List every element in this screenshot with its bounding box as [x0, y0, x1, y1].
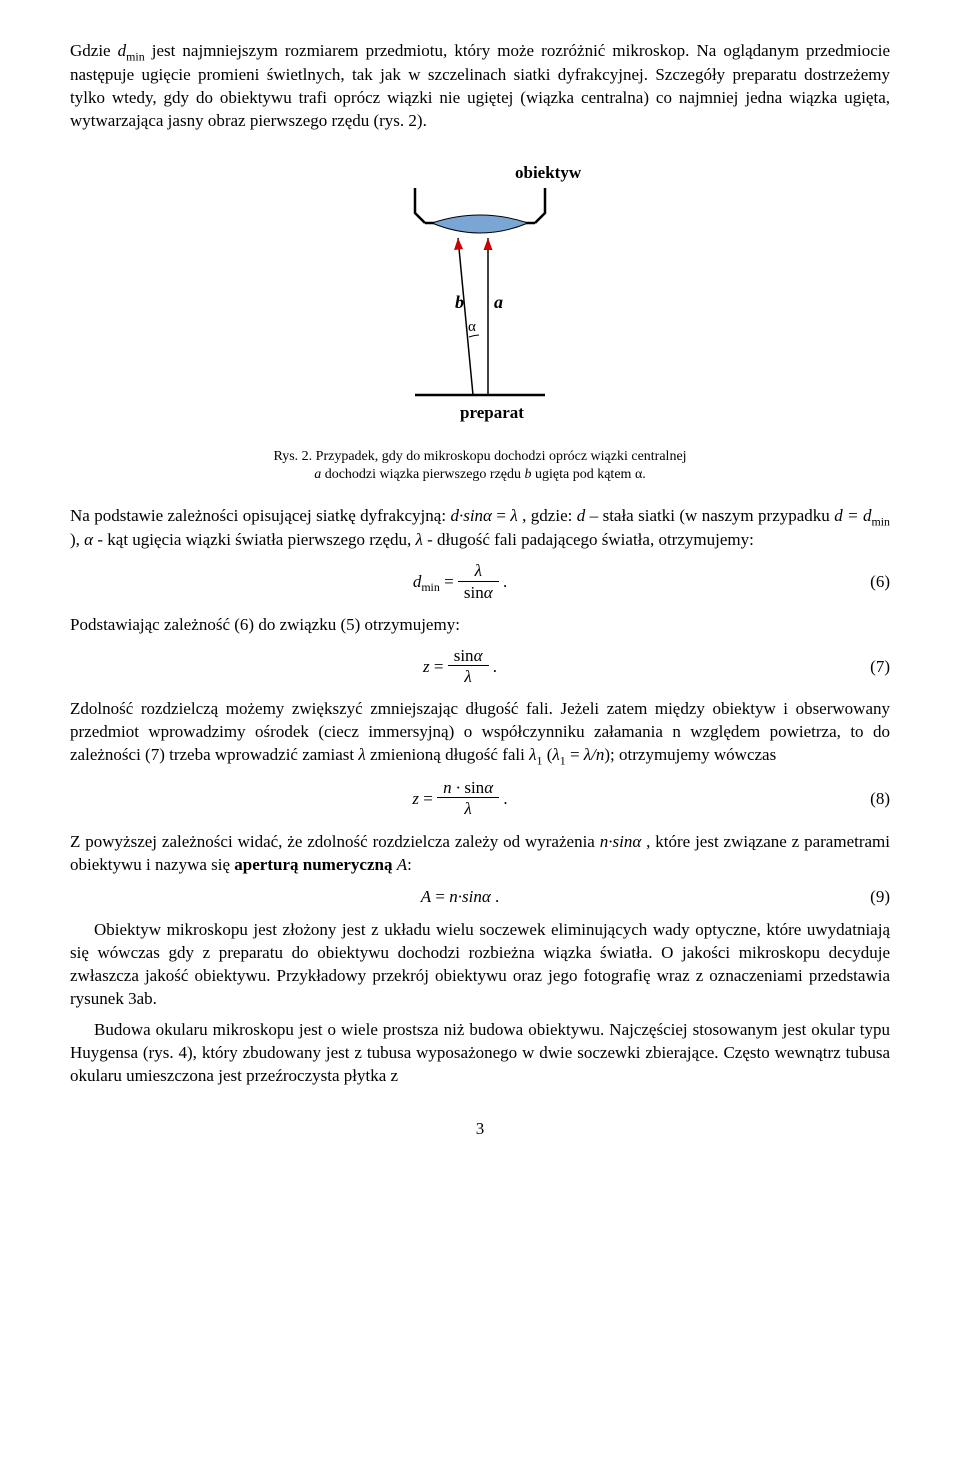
- d-var: d: [577, 506, 586, 525]
- lambda-over-n: λ/n: [584, 745, 605, 764]
- sub-min: min: [871, 514, 890, 528]
- text: =: [566, 745, 584, 764]
- lambda1b: λ: [552, 745, 559, 764]
- eq8-num-n: n ·: [443, 778, 464, 797]
- ray-a-label: a: [494, 292, 503, 312]
- eq9-number: (9): [850, 886, 890, 909]
- sub-min: min: [126, 49, 145, 63]
- caption-text: dochodzi wiązka pierwszego rzędu: [321, 467, 524, 482]
- text: Gdzie: [70, 41, 118, 60]
- text: =: [492, 506, 510, 525]
- caption-text: Rys. 2. Przypadek, gdy do mikroskopu doc…: [273, 449, 686, 464]
- eq7-tail: .: [493, 656, 497, 675]
- eq7-lhs: z: [423, 656, 430, 675]
- angle-label: α: [468, 319, 476, 335]
- paragraph-6: Obiektyw mikroskopu jest złożony jest z …: [70, 919, 890, 1011]
- expr-nsina: n·sinα: [600, 832, 642, 851]
- alpha-var: α: [84, 530, 93, 549]
- A-var: A: [397, 855, 407, 874]
- eq8-lhs: z: [412, 789, 419, 808]
- eq6-num: λ: [475, 561, 482, 580]
- eq9-A: A: [421, 887, 431, 906]
- lambda: λ: [358, 745, 365, 764]
- eq6-number: (6): [850, 571, 890, 594]
- lambda: λ: [510, 506, 517, 525]
- document-page: Gdzie dmin jest najmniejszym rozmiarem p…: [0, 0, 960, 1181]
- page-number: 3: [70, 1118, 890, 1141]
- preparat-label: preparat: [460, 403, 524, 422]
- eq7-num-sin: sin: [454, 646, 474, 665]
- paragraph-7: Budowa okularu mikroskopu jest o wiele p…: [70, 1019, 890, 1088]
- eq8-num-alpha: α: [484, 778, 493, 797]
- eq6-den-alpha: α: [484, 583, 493, 602]
- text: – stała siatki (w naszym przypadku: [585, 506, 834, 525]
- text: - kąt ugięcia wiązki światła pierwszego …: [93, 530, 415, 549]
- eq6-fraction: λ sinα: [458, 562, 499, 604]
- eq9-nsina: n·sinα: [449, 887, 491, 906]
- paragraph-2: Na podstawie zależności opisującej siatk…: [70, 505, 890, 552]
- text: ); otrzymujemy wówczas: [604, 745, 776, 764]
- text: , gdzie:: [518, 506, 577, 525]
- equation-6: dmin = λ sinα . (6): [70, 562, 890, 604]
- paragraph-4: Zdolność rozdzielczą możemy zwiększyć zm…: [70, 698, 890, 768]
- paragraph-3: Podstawiając zależność (6) do związku (5…: [70, 614, 890, 637]
- var-d: d: [118, 41, 127, 60]
- eq8-fraction: n · sinα λ: [437, 779, 499, 821]
- text: Podstawiając zależność (6) do związku (5…: [70, 615, 460, 634]
- lambda-var: λ: [416, 530, 423, 549]
- text: jest najmniejszym rozmiarem przedmiotu, …: [70, 41, 890, 130]
- eq6-equals: =: [444, 572, 458, 591]
- d-eq-dmin: d = d: [834, 506, 871, 525]
- eq8-number: (8): [850, 788, 890, 811]
- angle-arc: [469, 335, 479, 337]
- caption-b-var: b: [525, 467, 532, 482]
- paragraph-5: Z powyższej zależności widać, że zdolnoś…: [70, 831, 890, 877]
- eq7-equals: =: [434, 656, 448, 675]
- caption-text: ugięta pod kątem: [532, 467, 635, 482]
- diagram-svg: obiektyw b a α preparat: [360, 163, 600, 423]
- figure-2: obiektyw b a α preparat Rys. 2. Przypade: [70, 163, 890, 484]
- text: (: [542, 745, 552, 764]
- text: Obiektyw mikroskopu jest złożony jest z …: [70, 920, 890, 1008]
- text: ),: [70, 530, 84, 549]
- text: :: [407, 855, 412, 874]
- eq8-num-sin: sin: [464, 778, 484, 797]
- equation-7: z = sinα λ . (7): [70, 647, 890, 689]
- text: - długość fali padającego światła, otrzy…: [423, 530, 754, 549]
- eq7-number: (7): [850, 656, 890, 679]
- eq9-eq: =: [431, 887, 449, 906]
- text: Z powyższej zależności widać, że zdolnoś…: [70, 832, 600, 851]
- obiektyw-label: obiektyw: [515, 163, 582, 182]
- ray-b-line: [458, 238, 473, 395]
- eq6-lhs-sub: min: [421, 580, 440, 594]
- text: Na podstawie zależności opisującej siatk…: [70, 506, 450, 525]
- eq6-den-sin: sin: [464, 583, 484, 602]
- ray-b-label: b: [455, 292, 464, 312]
- paragraph-1: Gdzie dmin jest najmniejszym rozmiarem p…: [70, 40, 890, 133]
- equation-8: z = n · sinα λ . (8): [70, 779, 890, 821]
- figure-2-caption: Rys. 2. Przypadek, gdy do mikroskopu doc…: [180, 448, 780, 484]
- bold-apertura: aperturą numeryczną: [234, 855, 392, 874]
- eq8-equals: =: [423, 789, 437, 808]
- text: Budowa okularu mikroskopu jest o wiele p…: [70, 1020, 890, 1085]
- expr-dsina: d·sinα: [450, 506, 492, 525]
- ray-a-arrow: [484, 238, 493, 250]
- eq9-tail: .: [491, 887, 500, 906]
- eq7-num-alpha: α: [474, 646, 483, 665]
- equation-9: A = n·sinα . (9): [70, 886, 890, 909]
- eq8-den: λ: [464, 799, 471, 818]
- eq7-fraction: sinα λ: [448, 647, 489, 689]
- eq7-den: λ: [464, 667, 471, 686]
- text: zmienioną długość fali: [366, 745, 529, 764]
- eq8-tail: .: [503, 789, 507, 808]
- lens-shape: [432, 215, 528, 233]
- caption-dot: .: [642, 467, 646, 482]
- eq6-tail: .: [503, 572, 507, 591]
- ray-b-arrow: [454, 238, 463, 250]
